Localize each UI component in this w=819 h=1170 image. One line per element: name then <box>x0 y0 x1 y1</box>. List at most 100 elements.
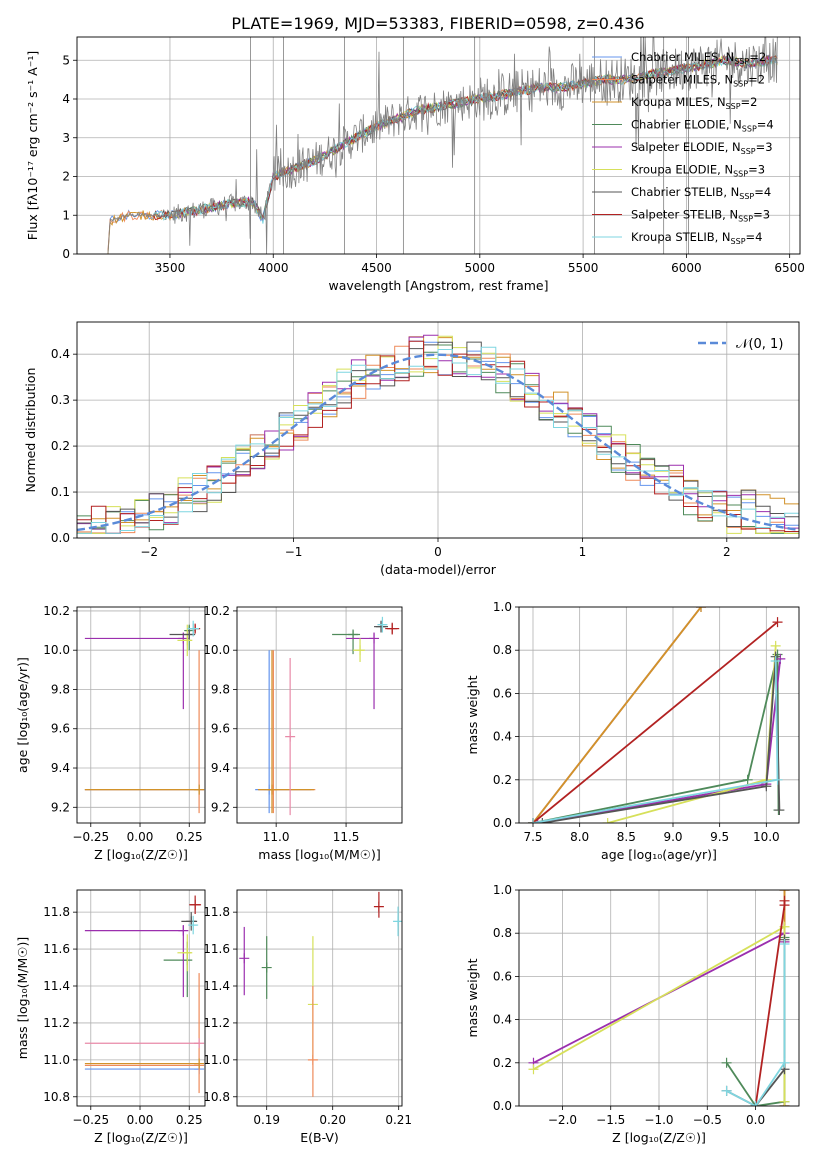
x-tick-label: 11.5 <box>333 830 360 844</box>
y-tick-label: 9.2 <box>51 800 70 814</box>
legend-label: 𝒩(0, 1) <box>736 337 783 352</box>
axes-frame <box>76 889 206 1107</box>
y-tick-label: 2 <box>62 170 70 184</box>
weight-point-marker <box>779 1057 790 1068</box>
weight-point-marker <box>770 656 781 666</box>
legend-label: Kroupa MILES, NSSP=2 <box>631 95 757 111</box>
y-tick-label: 9.6 <box>211 722 230 736</box>
y-tick-label: 10.0 <box>43 643 70 657</box>
y-tick-label: 0.4 <box>493 1013 512 1027</box>
data-point-marker <box>188 920 199 931</box>
x-tick-label: 3500 <box>155 261 186 275</box>
axes-frame <box>76 606 206 824</box>
x-axis-label: Z [log₁₀(Z/Z☉)] <box>94 847 188 862</box>
data-point-marker <box>307 1054 318 1065</box>
spectrum-panel: 3500 4000 4500 5000 5500 6000 6500 0 1 2 3 4 5 wavele… <box>25 36 805 293</box>
y-tick-label: 0.3 <box>51 393 70 407</box>
data-point-marker <box>178 925 189 936</box>
x-tick-label: 0.21 <box>385 1113 412 1127</box>
data-point-marker <box>285 731 296 742</box>
y-tick-label: 10.2 <box>43 604 70 618</box>
y-tick-label: 10.2 <box>203 604 230 618</box>
weight-point-marker <box>779 895 790 906</box>
histogram-step-line <box>77 344 799 534</box>
histogram-step-line <box>77 341 799 530</box>
y-tick-label: 11.4 <box>43 979 70 993</box>
weight-vs-age-panel-marks <box>528 607 786 823</box>
x-axis-label: Z [log₁₀(Z/Z☉)] <box>94 1130 188 1145</box>
y-tick-label: 0.0 <box>493 1099 512 1113</box>
data-point-marker <box>190 899 201 910</box>
legend-label: Kroupa STELIB, NSSP=4 <box>631 230 762 246</box>
y-tick-label: 11.8 <box>203 905 230 919</box>
x-tick-label: −0.25 <box>72 830 109 844</box>
histogram-step-line <box>77 346 799 534</box>
age-vs-z-panel-grid <box>77 607 205 823</box>
x-tick-label: −2.0 <box>548 1113 577 1127</box>
histogram-step-line <box>77 336 799 534</box>
y-tick-label: 0.2 <box>51 439 70 453</box>
y-tick-label: 0.2 <box>493 773 512 787</box>
x-tick-label: −2 <box>140 545 158 559</box>
y-tick-label: 11.0 <box>43 1053 70 1067</box>
y-tick-label: 11.6 <box>203 942 230 956</box>
weight-line <box>532 607 702 823</box>
y-tick-label: 0.0 <box>493 816 512 830</box>
weight-vs-z-panel-marks <box>528 890 790 1106</box>
x-tick-label: 9.0 <box>663 830 682 844</box>
y-tick-label: 0.2 <box>493 1056 512 1070</box>
y-tick-label: 9.4 <box>51 761 70 775</box>
y-axis-label: age [log₁₀(age/yr)] <box>15 657 30 773</box>
y-tick-label: 3 <box>62 131 70 145</box>
x-tick-label: −0.25 <box>72 1113 109 1127</box>
weight-point-marker <box>772 617 783 628</box>
legend-label: Salpeter STELIB, NSSP=3 <box>631 208 770 224</box>
y-tick-label: 0.6 <box>493 969 512 983</box>
y-axis-label: mass weight <box>465 958 480 1037</box>
y-tick-label: 0.6 <box>493 686 512 700</box>
weight-vs-z-panel: −2.0 −1.5 −1.0 −0.5 0.0 0.0 0.2 0.4 0.6 0.8 1.0 Z [… <box>465 883 800 1145</box>
weight-point-marker <box>537 818 548 823</box>
y-tick-label: 11.2 <box>43 1016 70 1030</box>
y-tick-label: 11.8 <box>43 905 70 919</box>
legend-label: Kroupa ELODIE, NSSP=3 <box>631 163 765 179</box>
x-axis-label: wavelength [Angstrom, rest frame] <box>328 278 548 293</box>
weight-line <box>532 621 779 823</box>
data-point-marker <box>387 623 398 634</box>
x-tick-label: 0.25 <box>176 1113 203 1127</box>
mass-vs-z-panel: −0.25 0.00 0.25 10.8 11.0 11.2 11.4 11.6 11.8 Z [… <box>15 889 206 1145</box>
x-tick-label: 0.0 <box>746 1113 765 1127</box>
weight-point-marker <box>775 653 786 664</box>
y-tick-label: 0.4 <box>493 730 512 744</box>
y-tick-label: 10.8 <box>43 1090 70 1104</box>
weight-point-marker <box>774 805 785 816</box>
age-vs-z-panel-marks <box>84 620 205 814</box>
data-point-marker <box>377 619 388 630</box>
y-axis-label: Normed distribution <box>23 368 38 493</box>
residual-panel: −2 −1 0 1 2 0.0 0.1 0.2 0.3 0.4 (data-model)/error… <box>23 321 800 577</box>
x-tick-label: 9.5 <box>710 830 729 844</box>
x-axis-label: mass [log₁₀(M/M☉)] <box>258 847 380 862</box>
x-tick-label: 5000 <box>465 261 496 275</box>
weight-point-marker <box>528 1064 539 1075</box>
data-point-marker <box>182 635 193 646</box>
y-tick-label: 4 <box>62 92 70 106</box>
weight-point-marker <box>721 1057 732 1068</box>
y-tick-label: 11.4 <box>203 979 230 993</box>
y-tick-label: 11.2 <box>203 1016 230 1030</box>
legend-label: Chabrier ELODIE, NSSP=4 <box>631 118 774 134</box>
y-axis-label: mass [log₁₀(M/M☉)] <box>15 937 30 1059</box>
legend-label: Salpeter ELODIE, NSSP=3 <box>631 140 773 156</box>
y-tick-label: 9.2 <box>211 800 230 814</box>
axes-frame <box>76 321 800 539</box>
spectrum-panel-marks <box>107 37 778 254</box>
weight-point-marker <box>770 640 781 651</box>
x-axis-label: (data-model)/error <box>380 562 497 577</box>
y-tick-label: 1.0 <box>493 600 512 614</box>
x-tick-label: 8.5 <box>617 830 636 844</box>
data-point-marker <box>194 1058 205 1069</box>
y-tick-label: 10.8 <box>203 1090 230 1104</box>
y-tick-label: 1 <box>62 208 70 222</box>
x-tick-label: 1 <box>579 545 587 559</box>
